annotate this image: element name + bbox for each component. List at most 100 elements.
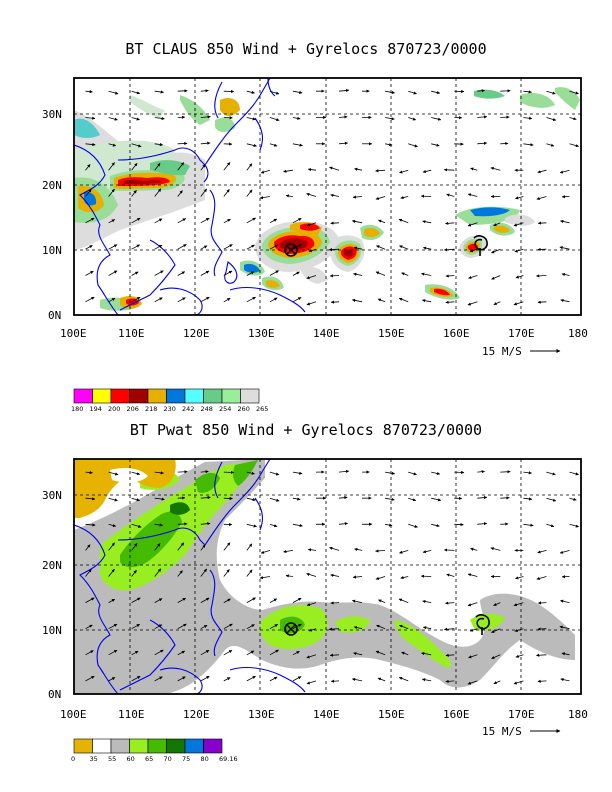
top-wind-vector	[200, 164, 206, 171]
bottom-wind-vector	[493, 680, 501, 685]
top-wind-vector	[306, 222, 317, 227]
bottom-wind-vector	[467, 602, 478, 607]
top-wind-vector	[200, 270, 210, 276]
top-xlabel: 140E	[313, 327, 340, 340]
bottom-colorbar-label: 0	[71, 755, 75, 763]
bottom-wind-vector	[500, 470, 511, 474]
top-wind-vector	[559, 169, 570, 174]
bottom-wind-vector	[401, 651, 409, 656]
top-wind-vector	[431, 143, 440, 147]
top-ylabel: 10N	[42, 244, 62, 257]
top-wind-vector	[477, 115, 488, 119]
bottom-wind-vector	[354, 547, 363, 552]
bottom-wind-vector	[246, 569, 253, 577]
bottom-wind-vector	[292, 471, 303, 475]
top-colorbar: 180 194 200 206 218 230 242 248 254 260 265	[71, 388, 268, 413]
bottom-wind-vector	[467, 680, 478, 685]
top-wind-vector	[401, 272, 409, 276]
top-wind-vector	[85, 245, 93, 250]
bottom-wind-vector	[338, 469, 350, 473]
top-wind-vector	[108, 90, 119, 95]
bottom-wind-vector	[351, 677, 363, 682]
bottom-wind-vector	[223, 677, 231, 682]
top-xlabel: 170E	[508, 327, 535, 340]
bottom-wind-vector	[546, 471, 556, 476]
bottom-gyre-marker-2	[475, 614, 490, 635]
bottom-wind-vectors	[85, 469, 580, 685]
top-wind-vector	[85, 270, 94, 276]
top-wind-vector	[154, 270, 164, 276]
bottom-colorbar-label: 80	[201, 755, 209, 763]
bottom-wind-vector	[131, 471, 141, 476]
top-wind-vector	[513, 301, 524, 306]
bottom-wind-vector	[431, 523, 440, 528]
bottom-wind-vector	[445, 653, 455, 657]
bottom-wind-vector	[338, 522, 349, 526]
top-wind-vector	[200, 89, 209, 93]
bottom-wind-vector	[477, 470, 485, 474]
bottom-colorbar-swatch	[203, 738, 223, 754]
bottom-wind-vector	[108, 598, 116, 603]
top-wind-vector	[131, 162, 138, 171]
top-wind-vector	[400, 196, 409, 200]
bottom-wind-vector	[515, 576, 524, 580]
top-colorbar-label: 206	[127, 405, 139, 413]
top-graticule	[74, 78, 581, 315]
bottom-wind-vector	[85, 624, 93, 630]
bottom-wind-vector	[283, 549, 293, 554]
top-colorbar-swatch	[221, 388, 241, 404]
top-wind-vector	[292, 116, 301, 120]
top-wind-vector	[131, 217, 141, 224]
bottom-wind-vector	[375, 576, 386, 580]
top-wind-vector	[330, 300, 340, 304]
top-xlabel: 110E	[118, 327, 145, 340]
bottom-wind-vector	[154, 471, 164, 475]
top-wind-vector	[108, 270, 118, 276]
bottom-wind-vector	[399, 624, 409, 630]
bottom-wind-vector	[292, 676, 302, 682]
top-wind-vector	[338, 88, 350, 93]
top-wind-vector	[246, 271, 255, 276]
bottom-colorbar-label: 35	[90, 755, 98, 763]
bottom-wind-vector	[131, 570, 137, 577]
top-wind-vector	[285, 194, 293, 198]
top-wind-vector	[500, 89, 511, 93]
bottom-wind-vector	[422, 599, 432, 604]
bottom-ylabel: 0N	[48, 688, 61, 701]
top-wind-vector	[108, 244, 118, 250]
bottom-wind-vector	[523, 497, 533, 501]
bottom-xlabel: 180	[568, 708, 588, 721]
top-wind-vector	[353, 246, 363, 250]
top-wind-vector	[477, 89, 485, 93]
bottom-wind-vector	[131, 623, 140, 630]
top-wind-vector	[514, 248, 524, 253]
bottom-wind-vector	[108, 542, 115, 551]
top-colorbar-label: 200	[108, 405, 120, 413]
bottom-colorbar-swatch	[166, 738, 186, 754]
top-colorbar-swatch	[203, 388, 223, 404]
top-wind-vector	[246, 90, 255, 94]
top-wind-vector	[108, 219, 116, 224]
bottom-wind-vector	[131, 523, 142, 528]
top-wind-vector	[399, 169, 409, 174]
bottom-wind-vector	[108, 471, 119, 476]
bottom-wind-vector	[154, 676, 163, 682]
top-colorbar-swatch	[92, 388, 112, 404]
top-wind-vector	[200, 141, 211, 145]
top-wind-vector	[536, 196, 547, 200]
top-wind-vector	[292, 271, 300, 276]
bottom-wind-vector	[422, 626, 432, 630]
bottom-colorbar-label: 70	[164, 755, 172, 763]
bottom-wind-vector	[353, 626, 363, 630]
bottom-ylabel: 30N	[42, 489, 62, 502]
bottom-panel-title: BT Pwat 850 Wind + Gyrelocs 870723/0000	[129, 421, 483, 439]
top-wind-vector	[283, 169, 293, 173]
top-colorbar-label: 260	[238, 405, 250, 413]
top-wind-vector	[306, 275, 317, 280]
bottom-wind-vector	[569, 523, 580, 528]
bottom-wind-vector	[285, 574, 293, 578]
bottom-wind-vector	[85, 597, 95, 603]
bottom-wind-vector	[85, 650, 94, 656]
bottom-wind-vector	[443, 548, 455, 552]
top-wind-vector	[306, 301, 317, 306]
